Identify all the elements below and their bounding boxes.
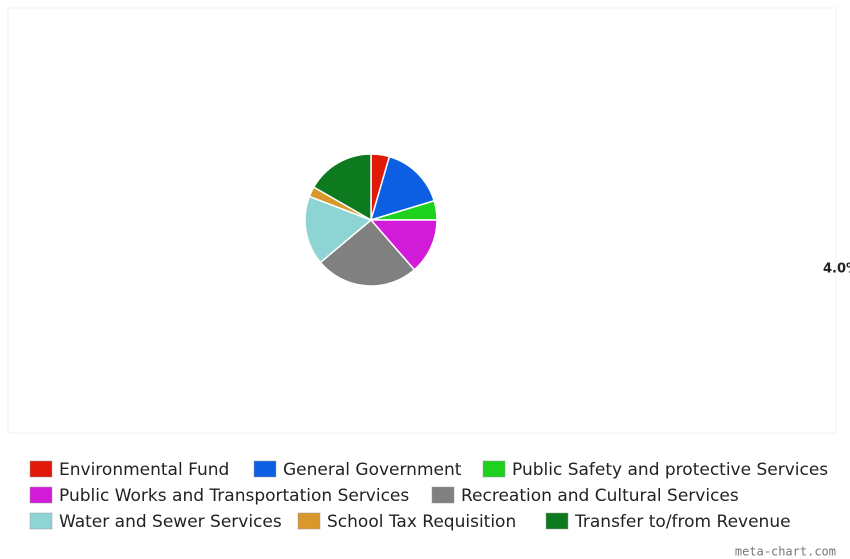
legend-swatch [482, 460, 506, 478]
legend-label: Water and Sewer Services [59, 512, 282, 532]
watermark: meta-chart.com [735, 545, 836, 559]
pie-slice [319, 218, 416, 287]
legend-label: Recreation and Cultural Services [461, 486, 739, 506]
legend-swatch [253, 460, 277, 478]
legend-label: Public Works and Transportation Services [59, 486, 409, 506]
legend-label: Environmental Fund [59, 460, 229, 480]
legend-swatch [29, 512, 53, 530]
legend-label: Public Safety and protective Services [512, 460, 828, 480]
legend-swatch [29, 460, 53, 478]
pie-slice [369, 219, 438, 271]
legend-label: General Government [283, 460, 462, 480]
legend-swatch [297, 512, 321, 530]
pie-slice [312, 153, 372, 222]
annotation: 4.0% [823, 262, 850, 277]
legend-label: School Tax Requisition [327, 512, 516, 532]
legend-label: Transfer to/from Revenue [574, 512, 791, 532]
legend-swatch [545, 512, 569, 530]
pie-slice [304, 195, 373, 264]
legend-swatch [29, 486, 53, 504]
pie-slice [369, 155, 436, 222]
legend-swatch [431, 486, 455, 504]
